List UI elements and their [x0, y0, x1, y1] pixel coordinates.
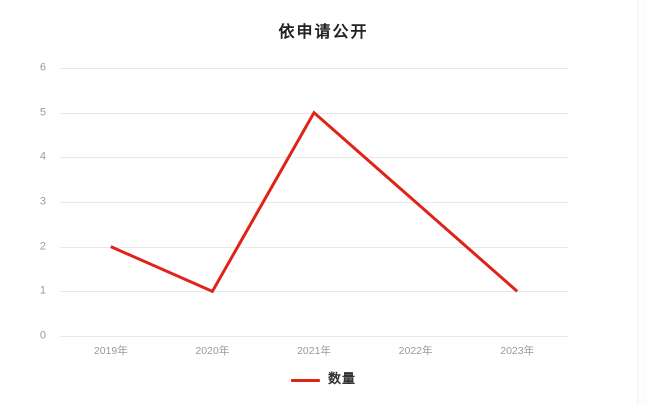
gridline [60, 68, 568, 69]
y-tick-label: 0 [39, 329, 46, 342]
x-axis: 2019年 2020年 2021年 2022年 2023年 [60, 344, 568, 360]
series-line-shuliang [110, 110, 519, 294]
gridline [60, 202, 568, 203]
chart-title: 依申请公开 [278, 22, 369, 41]
y-tick-label: 3 [39, 195, 46, 208]
x-tick-label: 2020年 [195, 345, 230, 357]
y-tick-label: 4 [39, 150, 46, 163]
chart-legend: 数量 [0, 372, 647, 388]
page-right-edge [637, 0, 647, 404]
legend-line-swatch-icon [290, 378, 320, 382]
legend-item-label: 数量 [327, 372, 356, 387]
gridline [60, 336, 568, 337]
series-polyline [110, 110, 519, 294]
y-tick-label: 5 [39, 106, 46, 119]
x-tick-label: 2019年 [93, 345, 128, 357]
plot-area [60, 68, 568, 337]
gridline [60, 157, 568, 159]
y-tick-label: 2 [39, 240, 46, 253]
gridline [60, 291, 568, 293]
legend-item-shuliang[interactable]: 数量 [290, 372, 356, 388]
y-tick-label: 1 [39, 284, 46, 297]
y-tick-label: 6 [39, 61, 46, 74]
x-tick-label: 2021年 [297, 345, 331, 357]
x-tick-label: 2022年 [398, 345, 433, 357]
y-axis: 0 1 2 3 4 5 6 [0, 62, 54, 341]
gridline [60, 246, 568, 248]
x-tick-label: 2023年 [500, 345, 535, 357]
